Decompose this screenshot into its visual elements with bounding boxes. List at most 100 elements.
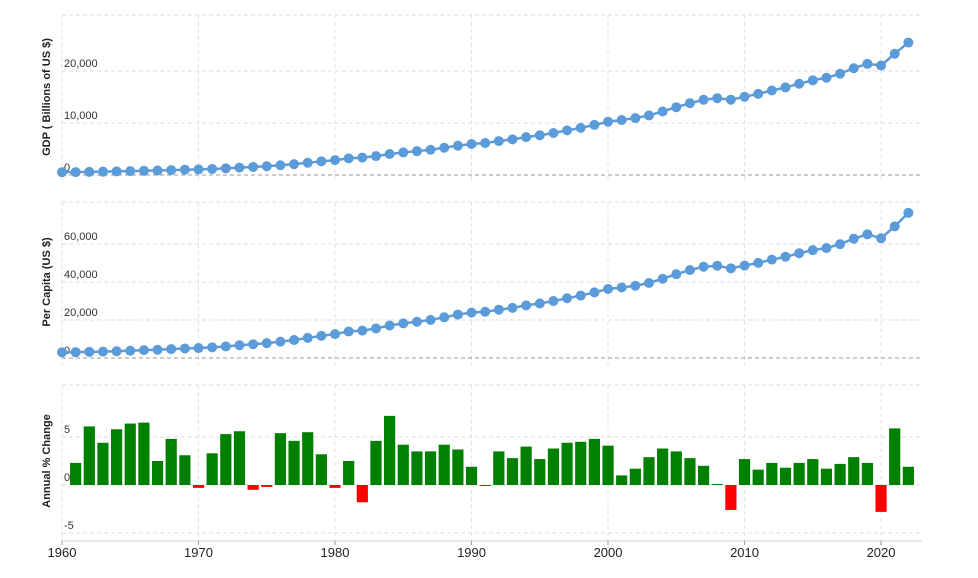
point [111, 166, 122, 177]
y-tick-label: 0 [64, 472, 70, 484]
y-tick-label: 40,000 [64, 269, 98, 281]
bar [657, 448, 669, 485]
bar [889, 428, 901, 485]
x-tick-label: 2000 [594, 545, 623, 560]
point [835, 68, 846, 79]
point [466, 138, 477, 149]
point [507, 134, 518, 145]
point [220, 341, 231, 352]
point [616, 282, 627, 293]
point [193, 164, 204, 175]
point [603, 283, 614, 294]
point [234, 162, 245, 173]
point [179, 343, 190, 354]
point [343, 153, 354, 164]
point [193, 343, 204, 354]
bar [370, 440, 382, 485]
point [425, 314, 436, 325]
point [452, 309, 463, 320]
bar [424, 451, 437, 485]
bar [520, 446, 532, 485]
point [739, 91, 750, 102]
line [61, 41, 910, 174]
point [97, 346, 108, 357]
bar [138, 422, 150, 485]
point [848, 63, 859, 74]
bar [902, 466, 914, 485]
point [275, 336, 286, 347]
bar [547, 448, 560, 485]
bar [575, 441, 587, 485]
bar [861, 462, 873, 485]
point [876, 233, 887, 244]
y-tick-label: -5 [64, 520, 74, 532]
point [643, 110, 654, 121]
bar [834, 463, 846, 485]
bar [820, 468, 833, 485]
point [780, 82, 791, 93]
bar [616, 475, 628, 485]
point [548, 296, 559, 307]
point [493, 304, 504, 315]
bar [807, 459, 819, 485]
point [507, 302, 518, 313]
point [125, 345, 136, 356]
bar [384, 415, 396, 485]
point [698, 261, 709, 272]
point [111, 346, 122, 357]
point [57, 347, 67, 358]
bar [206, 453, 218, 485]
point [384, 320, 395, 331]
y-tick-label: 10,000 [64, 110, 98, 122]
point [562, 293, 573, 304]
point [84, 166, 95, 177]
point [766, 254, 777, 265]
point [370, 323, 381, 334]
point [534, 130, 545, 141]
x-tick-label: 1980 [321, 545, 350, 560]
point [603, 116, 614, 127]
point [370, 151, 381, 162]
point [562, 125, 573, 136]
bar [329, 485, 341, 488]
point [316, 156, 327, 167]
point [725, 94, 736, 105]
point [480, 137, 491, 148]
point [207, 342, 218, 353]
x-tick-label: 2010 [730, 545, 759, 560]
point [439, 312, 450, 323]
point [521, 300, 532, 311]
point [657, 106, 668, 117]
bar [397, 444, 409, 485]
point [862, 229, 873, 240]
bar [493, 451, 505, 485]
point [179, 164, 190, 175]
point [534, 298, 545, 309]
point [643, 277, 654, 288]
point [138, 345, 149, 356]
bar [738, 459, 751, 485]
bar [179, 455, 191, 485]
point [248, 339, 259, 350]
point [889, 221, 900, 232]
point [794, 78, 805, 89]
bar [302, 432, 314, 485]
point [398, 147, 409, 158]
point [493, 136, 504, 147]
bar [452, 449, 464, 485]
bar [151, 461, 164, 485]
y-axis-label: GDP ( Billions of US $) [41, 38, 53, 156]
bar [875, 485, 887, 512]
point [548, 128, 559, 139]
point [152, 165, 163, 176]
point [248, 161, 259, 172]
point [780, 251, 791, 262]
point [616, 114, 627, 125]
point [671, 269, 682, 280]
bar [70, 462, 82, 485]
x-tick-label: 1970 [184, 545, 213, 560]
point [889, 48, 900, 59]
x-tick-label: 2020 [867, 545, 896, 560]
point [70, 167, 81, 178]
